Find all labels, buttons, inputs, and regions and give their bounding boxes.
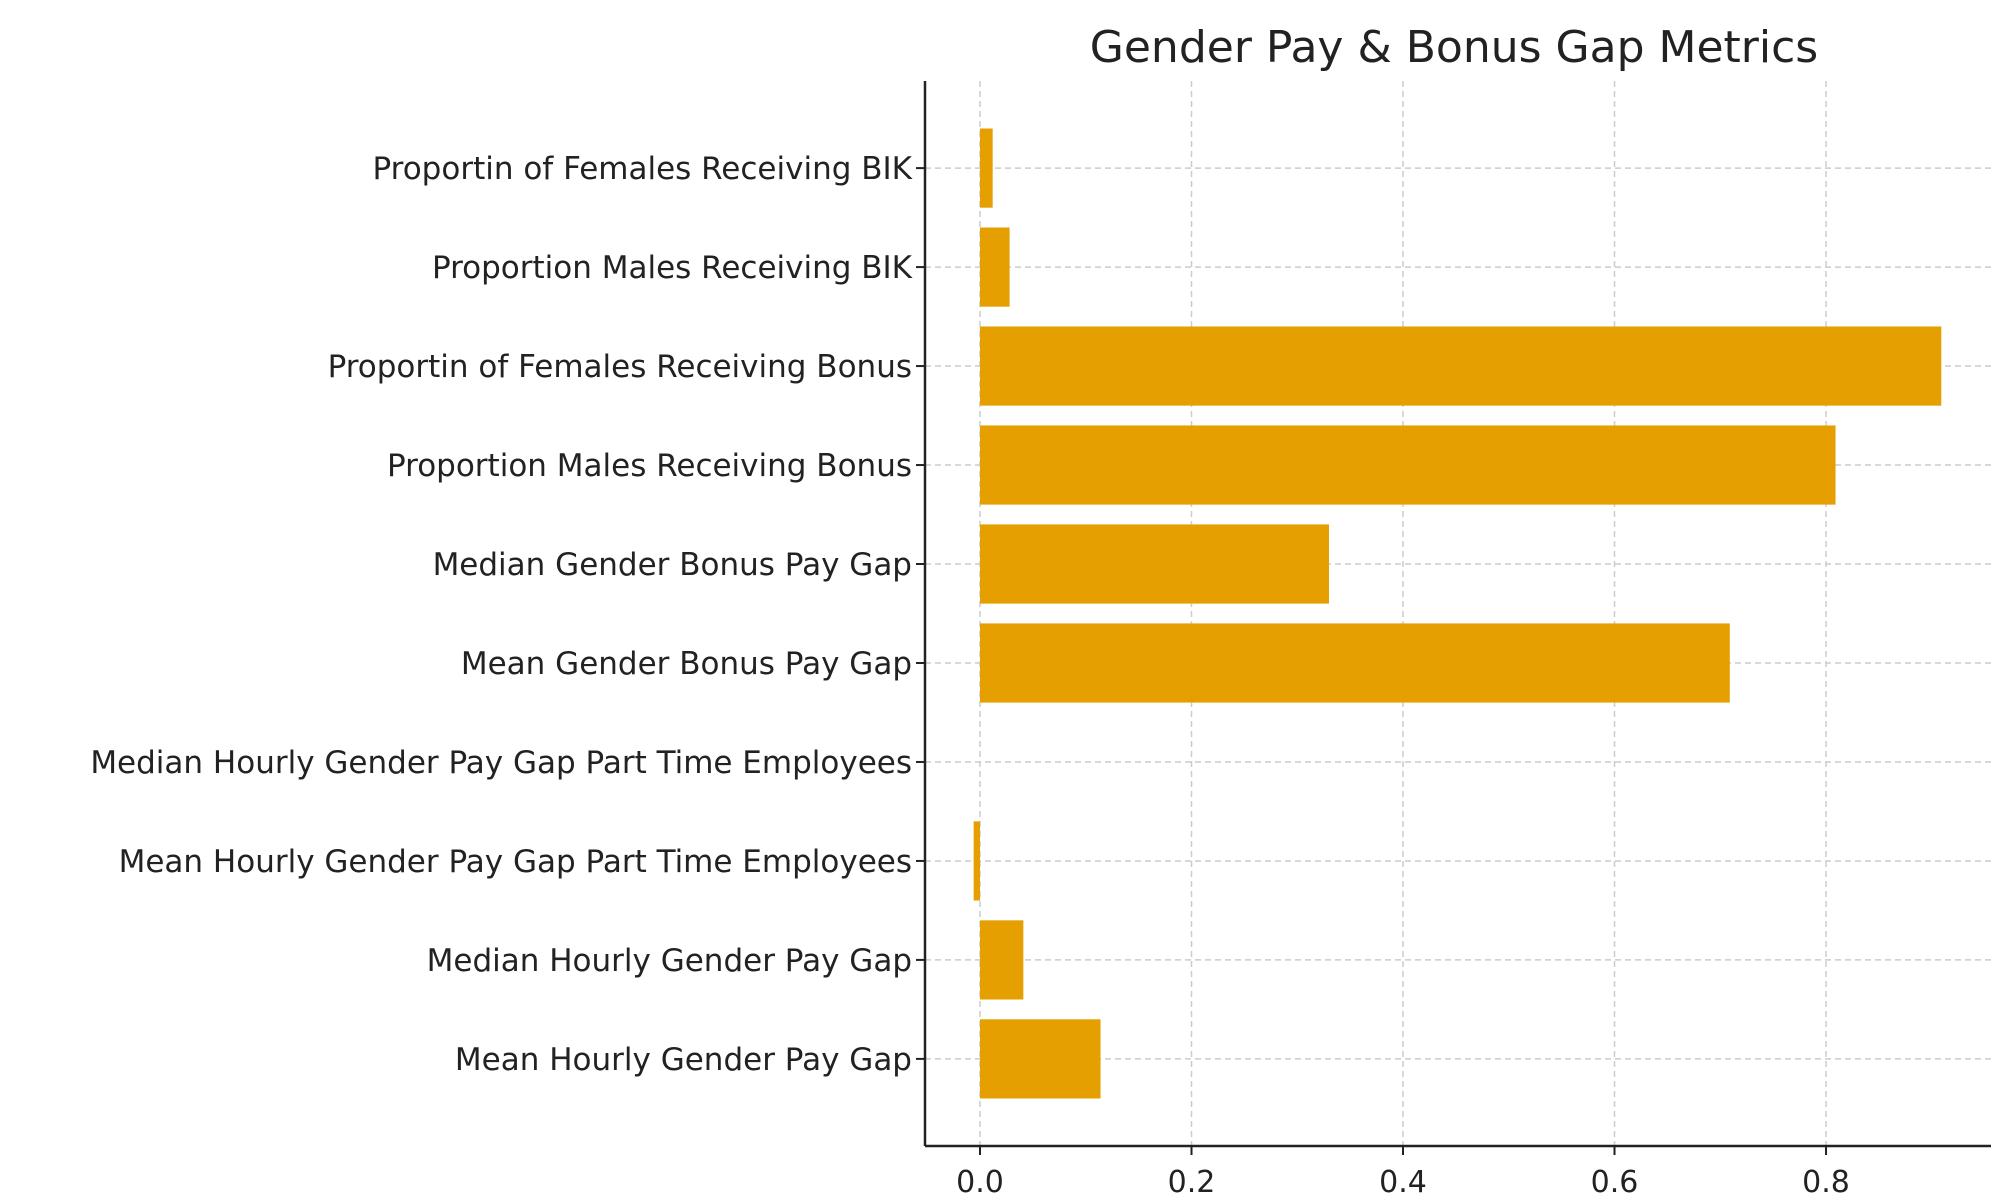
y-tick-label: Proportin of Females Receiving BIK [373,151,913,187]
chart-title: Gender Pay & Bonus Gap Metrics [1090,22,1818,73]
bar [979,227,1010,307]
bar [979,425,1836,505]
bars [973,128,1942,1099]
x-tick-label: 0.6 [1591,1165,1639,1200]
grid [925,81,1991,1146]
bar [973,821,980,901]
bar [979,524,1329,604]
y-tick-label: Median Hourly Gender Pay Gap Part Time E… [90,745,912,781]
x-tick-label: 0.4 [1379,1165,1427,1200]
x-tick-label: 0.8 [1802,1165,1850,1200]
y-tick-label: Median Hourly Gender Pay Gap [427,943,912,979]
y-tick-label: Mean Hourly Gender Pay Gap [455,1042,912,1078]
y-tick-label: Median Gender Bonus Pay Gap [433,547,912,583]
y-tick-label: Proportion Males Receiving BIK [432,250,913,286]
y-tick-label: Mean Gender Bonus Pay Gap [461,646,912,682]
y-axis-ticks: Mean Hourly Gender Pay Gap Median Hourly … [90,151,925,1078]
bar [979,1019,1101,1099]
bar [979,920,1024,1000]
x-tick-label: 0.0 [956,1165,1004,1200]
bar [979,326,1942,406]
bar [979,128,993,208]
y-tick-label: Proportin of Females Receiving Bonus [328,349,912,385]
y-tick-label: Proportion Males Receiving Bonus [387,448,912,484]
y-tick-label: Mean Hourly Gender Pay Gap Part Time Emp… [119,844,912,880]
x-axis-ticks: 0.0 0.2 0.4 0.6 0.8 [956,1146,1850,1200]
x-tick-label: 0.2 [1168,1165,1216,1200]
bar [979,623,1730,703]
